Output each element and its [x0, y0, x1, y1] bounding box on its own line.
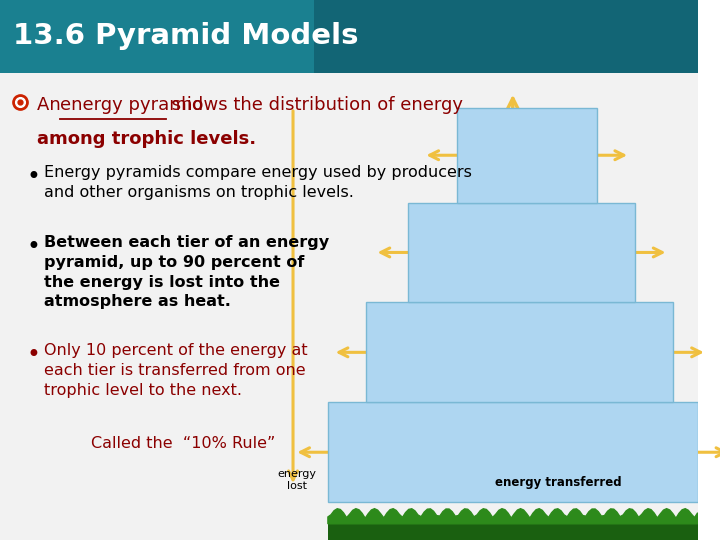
Text: shows the distribution of energy: shows the distribution of energy: [166, 96, 463, 114]
Text: •: •: [27, 235, 40, 259]
Text: An: An: [37, 96, 66, 114]
Text: •: •: [27, 165, 40, 188]
Polygon shape: [328, 402, 698, 502]
Text: energy transferred: energy transferred: [495, 476, 622, 489]
Text: energy
lost: energy lost: [277, 469, 316, 491]
Polygon shape: [366, 302, 673, 402]
Text: Only 10 percent of the energy at
each tier is transferred from one
trophic level: Only 10 percent of the energy at each ti…: [44, 343, 307, 397]
Text: Called the  “10% Rule”: Called the “10% Rule”: [91, 436, 275, 451]
Text: •: •: [27, 343, 40, 367]
FancyBboxPatch shape: [328, 518, 698, 540]
Text: 13.6 Pyramid Models: 13.6 Pyramid Models: [12, 23, 358, 50]
Text: energy pyramid: energy pyramid: [60, 96, 203, 114]
FancyBboxPatch shape: [314, 0, 698, 73]
Polygon shape: [328, 509, 698, 524]
Polygon shape: [408, 202, 635, 302]
Text: among trophic levels.: among trophic levels.: [37, 130, 256, 147]
Polygon shape: [457, 108, 596, 202]
Text: Energy pyramids compare energy used by producers
and other organisms on trophic : Energy pyramids compare energy used by p…: [44, 165, 472, 199]
FancyBboxPatch shape: [0, 0, 698, 73]
FancyBboxPatch shape: [0, 0, 698, 540]
Text: Between each tier of an energy
pyramid, up to 90 percent of
the energy is lost i: Between each tier of an energy pyramid, …: [44, 235, 329, 309]
